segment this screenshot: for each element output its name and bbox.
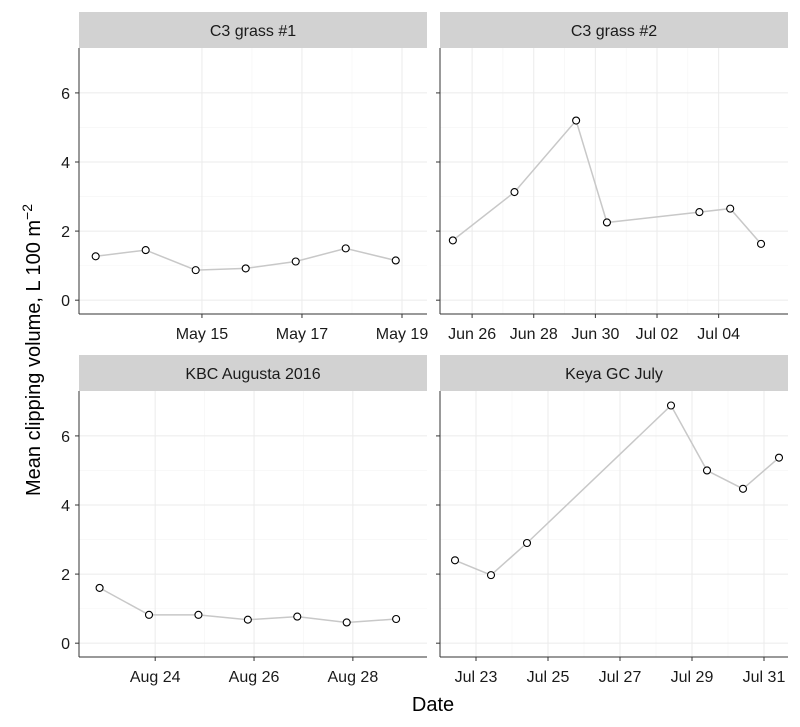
data-point (191, 266, 200, 275)
data-point (738, 484, 748, 493)
data-point (141, 246, 150, 255)
y-tick-label: 0 (61, 636, 70, 653)
data-point (702, 466, 712, 475)
data-point (756, 239, 766, 248)
data-point (144, 610, 154, 619)
facet-strip (440, 355, 788, 391)
x-tick-label: Jun 30 (571, 326, 619, 343)
data-point (291, 257, 300, 266)
facet-strip (79, 12, 427, 48)
x-tick-label: Aug 28 (328, 669, 379, 686)
data-point (510, 188, 519, 197)
x-tick-label: Jul 27 (599, 669, 642, 686)
x-tick-label: Jul 02 (636, 326, 679, 343)
facet-title: C3 grass #1 (210, 23, 296, 40)
facet-panel: C3 grass #2 Jun 26 Jun 28 Jun 30 Jul 02 Jul 0… (436, 12, 788, 343)
facet-panel: Keya GC July Jul 23 Jul 25 Jul 27 Jul 29 Jul … (436, 355, 788, 686)
y-tick-label: 6 (61, 429, 70, 446)
series-line (454, 404, 780, 576)
facet-panel: C3 grass #1 0 2 4 6 May 15 May 17 May 19 (61, 12, 428, 343)
facet-panel: KBC Augusta 2016 0 2 4 6 Aug 24 Aug 26 Aug 28 (61, 355, 427, 686)
y-axis-title-superscript: −2 (19, 204, 35, 220)
data-point (91, 252, 100, 261)
y-tick-label: 4 (61, 155, 70, 172)
data-point (342, 618, 351, 627)
x-tick-label: May 19 (376, 326, 429, 343)
x-tick-label: Jul 04 (697, 326, 740, 343)
data-point (293, 612, 302, 621)
data-point (522, 538, 532, 548)
data-point (241, 264, 250, 273)
x-axis-title: Date (412, 694, 454, 716)
y-tick-label: 6 (61, 86, 70, 103)
y-tick-label: 2 (61, 224, 70, 241)
x-tick-label: Jul 25 (527, 669, 570, 686)
data-point (448, 236, 457, 245)
y-tick-label: 4 (61, 498, 70, 515)
data-point (95, 583, 104, 592)
facet-strip (440, 12, 788, 48)
data-point (392, 614, 401, 624)
data-point (391, 256, 400, 265)
data-point (486, 571, 496, 580)
data-point (695, 208, 704, 217)
x-tick-label: May 15 (176, 326, 229, 343)
y-tick-label: 0 (61, 293, 70, 310)
data-point (194, 610, 203, 619)
x-tick-label: Jul 31 (743, 669, 786, 686)
x-tick-label: Aug 26 (229, 669, 280, 686)
x-tick-label: Jun 26 (448, 326, 496, 343)
facet-title: Keya GC July (565, 366, 663, 383)
facet-title: C3 grass #2 (571, 23, 657, 40)
data-point (602, 218, 611, 227)
x-tick-label: Aug 24 (130, 669, 181, 686)
x-tick-label: Jul 23 (455, 669, 498, 686)
facet-strip (79, 355, 427, 391)
data-point (572, 116, 581, 125)
data-point (341, 244, 350, 253)
x-tick-label: Jun 28 (510, 326, 558, 343)
x-tick-label: May 17 (276, 326, 329, 343)
y-axis-title-main: Mean clipping volume, L 100 m (23, 220, 45, 496)
x-tick-label: Jul 29 (671, 669, 714, 686)
data-point (726, 204, 735, 213)
facet-title: KBC Augusta 2016 (185, 366, 320, 383)
y-tick-label: 2 (61, 567, 70, 584)
data-point (666, 401, 676, 410)
data-point (243, 615, 252, 624)
data-point (774, 453, 784, 462)
y-axis-title: Mean clipping volume, L 100 m−2 (19, 204, 45, 496)
data-point (450, 556, 460, 565)
